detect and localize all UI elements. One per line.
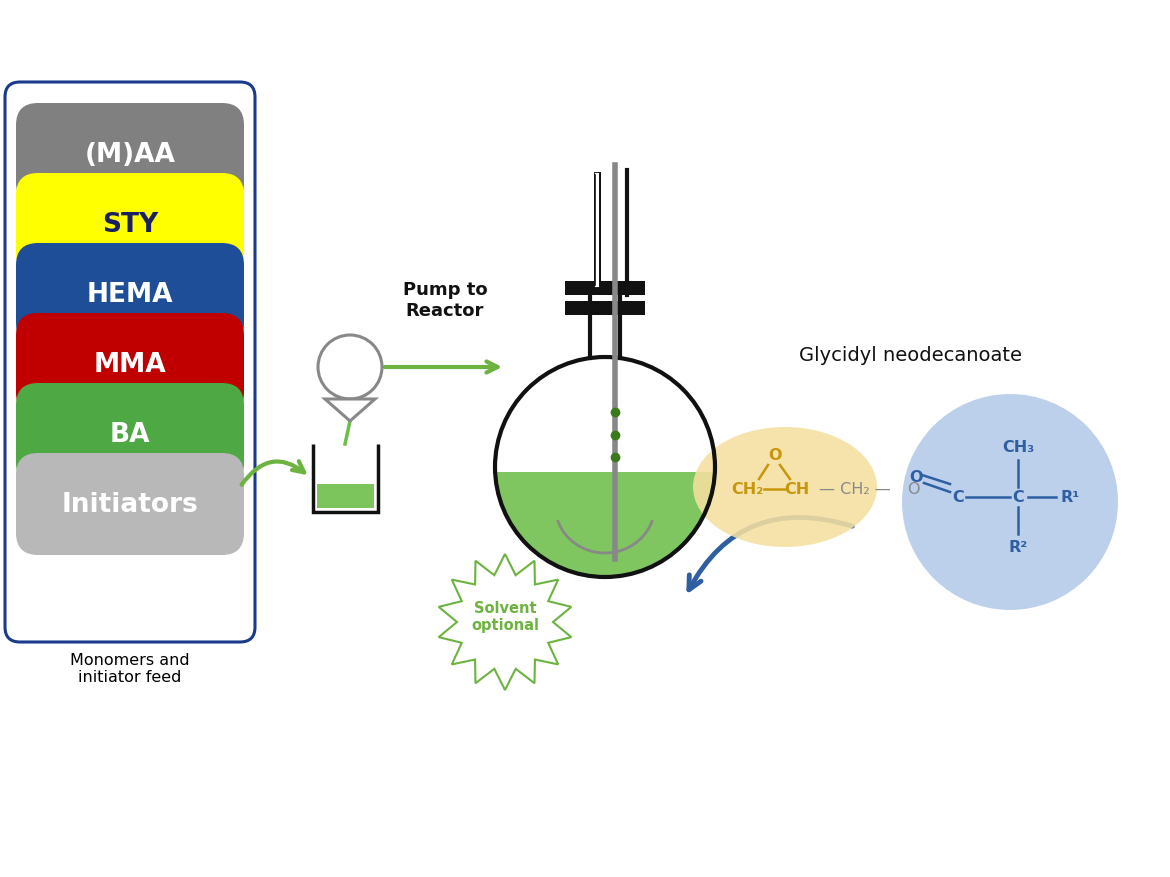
Text: CH₃: CH₃ — [1002, 440, 1034, 455]
FancyBboxPatch shape — [16, 174, 245, 275]
Text: Solvent
optional: Solvent optional — [472, 600, 539, 632]
Text: R¹: R¹ — [1060, 490, 1080, 505]
Circle shape — [495, 358, 715, 577]
Text: CH: CH — [784, 482, 810, 497]
Polygon shape — [495, 467, 715, 577]
Text: R²: R² — [1009, 540, 1027, 555]
Text: Pump to
Reactor: Pump to Reactor — [402, 281, 488, 319]
Text: C: C — [1012, 490, 1024, 505]
Text: — CH₂ —: — CH₂ — — [819, 482, 890, 497]
Text: O: O — [769, 448, 782, 463]
Text: STY: STY — [102, 211, 158, 238]
Text: O: O — [909, 470, 923, 485]
Text: Glycidyl neodecanoate: Glycidyl neodecanoate — [798, 346, 1021, 365]
Polygon shape — [317, 484, 373, 509]
Text: BA: BA — [110, 422, 150, 447]
Circle shape — [318, 336, 381, 400]
Text: MMA: MMA — [94, 352, 166, 378]
FancyBboxPatch shape — [16, 314, 245, 416]
Polygon shape — [325, 400, 376, 422]
Circle shape — [902, 395, 1119, 610]
FancyBboxPatch shape — [16, 453, 245, 555]
Text: CH₂: CH₂ — [731, 482, 763, 497]
FancyBboxPatch shape — [5, 83, 255, 642]
Text: O: O — [907, 482, 920, 497]
Text: C: C — [952, 490, 964, 505]
Text: Monomers and
initiator feed: Monomers and initiator feed — [70, 652, 190, 685]
FancyBboxPatch shape — [16, 103, 245, 206]
FancyBboxPatch shape — [16, 383, 245, 486]
FancyBboxPatch shape — [16, 244, 245, 346]
Polygon shape — [565, 282, 645, 296]
Polygon shape — [565, 302, 645, 316]
Text: HEMA: HEMA — [87, 282, 173, 308]
Text: (M)AA: (M)AA — [84, 142, 176, 168]
Polygon shape — [439, 554, 571, 690]
Ellipse shape — [693, 427, 878, 547]
Text: Initiators: Initiators — [62, 491, 199, 517]
